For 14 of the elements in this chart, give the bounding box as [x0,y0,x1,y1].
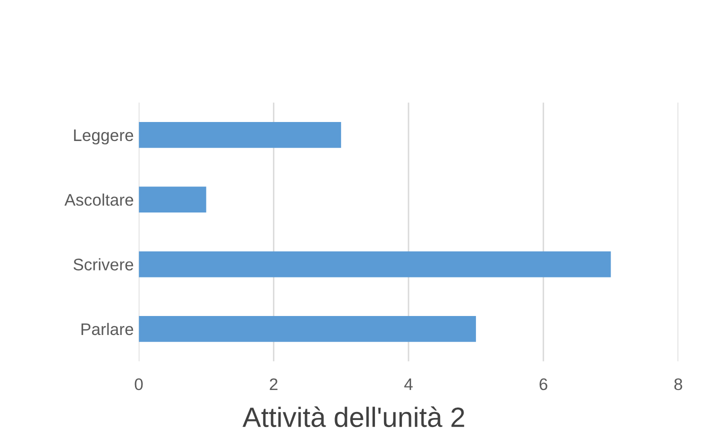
text: Attività dell'unità 2 [242,406,464,428]
bar [138,122,342,148]
y-tick-label: Parlare [82,322,134,336]
y-tick-label: Scrivere [74,258,134,270]
bar [138,186,206,213]
x-tick-label: 0 [134,378,143,390]
y-tick-label: Ascoltare [64,194,134,206]
x-tick-label: 8 [674,378,682,390]
y-tick-label: Leggere [74,129,134,144]
x-tick-label: 6 [540,378,548,390]
x-tick-label: 4 [404,378,413,390]
x-tick-label: 2 [270,378,278,390]
bar [138,316,476,342]
bar [138,251,611,278]
